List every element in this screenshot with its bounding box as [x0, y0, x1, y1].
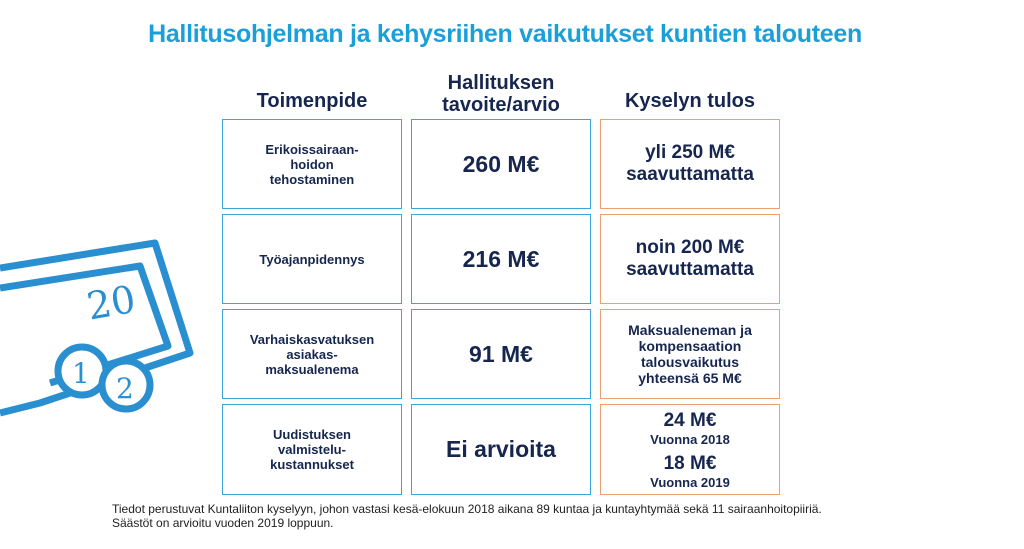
row3-government-value: 91 M€ [469, 340, 533, 367]
row4-measure-line: valmistelu- [278, 442, 346, 457]
column-header-measure: Toimenpide [256, 90, 368, 112]
footnote: Tiedot perustuvat Kuntaliiton kyselyyn, … [112, 502, 992, 530]
coin-number-2: 2 [116, 372, 134, 405]
row1-measure-cell: Erikoissairaan- hoidon tehostaminen [222, 119, 402, 209]
row4-measure-cell: Uudistuksen valmistelu- kustannukset [222, 404, 402, 495]
row1-survey-cell: yli 250 M€ saavuttamatta [600, 119, 780, 209]
row2-government-value: 216 M€ [462, 245, 540, 272]
row3-survey-line: talousvaikutus [640, 354, 740, 370]
row1-measure-line: hoidon [290, 156, 334, 172]
column-header-government: Hallituksen tavoite/arvio [411, 72, 591, 116]
column-header-survey: Kyselyn tulos [624, 90, 756, 112]
row1-government-cell: 260 M€ [411, 119, 591, 209]
row3-survey-line: yhteensä 65 M€ [638, 370, 742, 386]
row4-survey-cell: 24 M€ Vuonna 2018 18 M€ Vuonna 2019 [600, 404, 780, 495]
row4-survey-year: Vuonna 2019 [650, 474, 730, 490]
row1-measure-line: tehostaminen [269, 171, 355, 187]
row4-measure-line: kustannukset [270, 457, 354, 472]
row3-survey-cell: Maksualeneman ja kompensaation talousvai… [600, 309, 780, 399]
money-bill-coins-icon: 20 1 2 [0, 239, 194, 417]
row2-survey-line: noin 200 M€ [635, 237, 745, 258]
column-header-government-line1: Hallituksen [447, 72, 555, 94]
row2-government-cell: 216 M€ [411, 214, 591, 304]
row1-survey-line: yli 250 M€ [645, 142, 735, 163]
row3-measure-line: asiakas- [286, 346, 338, 362]
row2-measure-line: Työajanpidennys [259, 251, 365, 267]
row1-measure-line: Erikoissairaan- [265, 141, 359, 157]
row2-survey-line: saavuttamatta [626, 259, 754, 280]
footnote-line2: Säästöt on arvioitu vuoden 2019 loppuun. [112, 516, 334, 530]
row2-measure-cell: Työajanpidennys [222, 214, 402, 304]
coin-number-1: 1 [72, 357, 90, 390]
row4-measure-line: Uudistuksen [272, 427, 351, 442]
row3-government-cell: 91 M€ [411, 309, 591, 399]
row4-survey-amount: 24 M€ [663, 409, 717, 431]
row3-survey-line: kompensaation [638, 338, 742, 354]
row4-survey-amount: 18 M€ [663, 452, 717, 474]
row3-measure-line: Varhaiskasvatuksen [249, 331, 375, 347]
row3-survey-line: Maksualeneman ja [628, 322, 752, 338]
row3-measure-cell: Varhaiskasvatuksen asiakas- maksualenema [222, 309, 402, 399]
bill-number: 20 [84, 277, 139, 329]
row2-survey-cell: noin 200 M€ saavuttamatta [600, 214, 780, 304]
row1-government-value: 260 M€ [462, 150, 540, 177]
column-header-government-line2: tavoite/arvio [442, 94, 560, 116]
footnote-line1: Tiedot perustuvat Kuntaliiton kyselyyn, … [112, 502, 822, 516]
row3-measure-line: maksualenema [265, 361, 359, 377]
row1-survey-line: saavuttamatta [626, 164, 754, 185]
row4-government-value: Ei arvioita [446, 436, 556, 462]
row4-survey-year: Vuonna 2018 [650, 431, 730, 447]
page-title: Hallitusohjelman ja kehysriihen vaikutuk… [148, 20, 862, 48]
row4-government-cell: Ei arvioita [411, 404, 591, 495]
